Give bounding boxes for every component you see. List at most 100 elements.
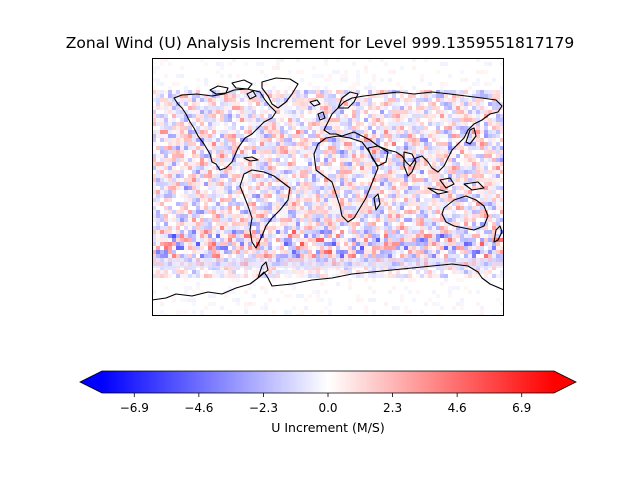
- field-cell: [440, 158, 444, 162]
- field-cell: [328, 298, 332, 302]
- field-cell: [448, 294, 452, 298]
- field-cell: [184, 242, 188, 246]
- field-cell: [312, 218, 316, 222]
- field-cell: [288, 238, 292, 242]
- field-cell: [296, 202, 300, 206]
- field-cell: [200, 226, 204, 230]
- field-cell: [336, 234, 340, 238]
- field-cell: [232, 106, 236, 110]
- field-cell: [356, 294, 360, 298]
- field-cell: [488, 242, 492, 246]
- field-cell: [284, 146, 288, 150]
- field-cell: [396, 230, 400, 234]
- field-cell: [344, 118, 348, 122]
- field-cell: [220, 186, 224, 190]
- field-cell: [312, 134, 316, 138]
- field-cell: [316, 298, 320, 302]
- field-cell: [340, 74, 344, 78]
- field-cell: [468, 226, 472, 230]
- field-cell: [444, 226, 448, 230]
- field-cell: [368, 298, 372, 302]
- field-cell: [180, 182, 184, 186]
- field-cell: [444, 178, 448, 182]
- field-cell: [344, 126, 348, 130]
- field-cell: [420, 134, 424, 138]
- field-cell: [368, 58, 372, 62]
- field-cell: [176, 214, 180, 218]
- field-cell: [436, 182, 440, 186]
- field-cell: [244, 206, 248, 210]
- field-cell: [280, 118, 284, 122]
- field-cell: [232, 218, 236, 222]
- field-cell: [188, 230, 192, 234]
- field-cell: [268, 202, 272, 206]
- field-cell: [216, 246, 220, 250]
- field-cell: [216, 218, 220, 222]
- field-cell: [316, 182, 320, 186]
- field-cell: [184, 226, 188, 230]
- field-cell: [296, 90, 300, 94]
- field-cell: [248, 254, 252, 258]
- field-cell: [456, 222, 460, 226]
- field-cell: [436, 150, 440, 154]
- field-cell: [496, 170, 500, 174]
- field-cell: [180, 298, 184, 302]
- field-cell: [184, 194, 188, 198]
- field-cell: [228, 182, 232, 186]
- field-cell: [232, 230, 236, 234]
- field-cell: [356, 186, 360, 190]
- field-cell: [168, 162, 172, 166]
- field-cell: [200, 222, 204, 226]
- field-cell: [228, 114, 232, 118]
- field-cell: [480, 238, 484, 242]
- field-cell: [320, 94, 324, 98]
- field-cell: [496, 230, 500, 234]
- field-cell: [232, 126, 236, 130]
- field-cell: [392, 94, 396, 98]
- field-cell: [168, 134, 172, 138]
- field-cell: [176, 226, 180, 230]
- field-cell: [308, 134, 312, 138]
- field-cell: [200, 210, 204, 214]
- field-cell: [408, 154, 412, 158]
- field-cell: [416, 214, 420, 218]
- field-cell: [420, 194, 424, 198]
- field-cell: [408, 194, 412, 198]
- field-cell: [224, 126, 228, 130]
- field-cell: [272, 206, 276, 210]
- field-cell: [480, 206, 484, 210]
- field-cell: [192, 118, 196, 122]
- field-cell: [164, 206, 168, 210]
- field-cell: [412, 98, 416, 102]
- field-cell: [156, 218, 160, 222]
- field-cell: [416, 102, 420, 106]
- field-cell: [192, 250, 196, 254]
- field-cell: [356, 106, 360, 110]
- field-cell: [440, 130, 444, 134]
- field-cell: [244, 210, 248, 214]
- field-cell: [256, 250, 260, 254]
- field-cell: [460, 238, 464, 242]
- field-cell: [204, 118, 208, 122]
- field-cell: [440, 98, 444, 102]
- field-cell: [480, 194, 484, 198]
- field-cell: [332, 138, 336, 142]
- field-cell: [292, 170, 296, 174]
- field-cell: [460, 142, 464, 146]
- field-cell: [400, 214, 404, 218]
- field-cell: [432, 270, 436, 274]
- field-cell: [456, 286, 460, 290]
- field-cell: [244, 290, 248, 294]
- field-cell: [184, 166, 188, 170]
- field-cell: [340, 130, 344, 134]
- field-cell: [276, 198, 280, 202]
- field-cell: [252, 118, 256, 122]
- field-cell: [240, 174, 244, 178]
- field-cell: [420, 242, 424, 246]
- field-cell: [388, 158, 392, 162]
- field-cell: [204, 94, 208, 98]
- field-cell: [216, 98, 220, 102]
- field-cell: [500, 106, 504, 110]
- field-cell: [196, 226, 200, 230]
- field-cell: [452, 250, 456, 254]
